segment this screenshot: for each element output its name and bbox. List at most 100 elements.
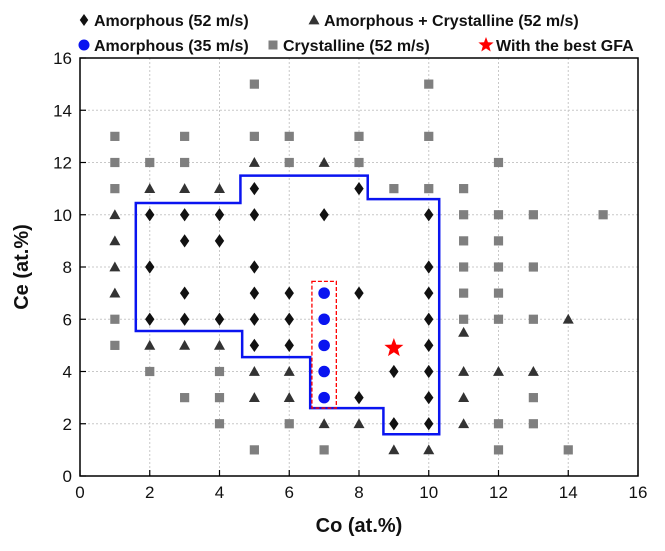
point-square [424, 184, 434, 194]
legend-label: Amorphous (52 m/s) [94, 13, 249, 30]
point-diamond [145, 312, 155, 326]
point-square [249, 131, 259, 141]
point-diamond [424, 417, 434, 431]
low-speed-region-outline [311, 280, 337, 409]
point-square [110, 184, 120, 194]
x-tick-label: 16 [629, 483, 648, 502]
y-tick-label: 10 [53, 206, 72, 225]
point-circle [318, 313, 330, 326]
y-tick-label: 16 [53, 49, 72, 68]
point-square [493, 288, 504, 298]
legend-label: Amorphous (35 m/s) [94, 38, 249, 55]
x-tick-label: 8 [354, 483, 363, 502]
point-triangle [458, 418, 470, 429]
point-triangle [214, 339, 225, 350]
x-tick-label: 2 [145, 483, 154, 502]
point-diamond [179, 234, 190, 248]
point-square [145, 366, 155, 377]
y-tick-label: 0 [63, 467, 72, 486]
y-axis-label: Ce (at.%) [11, 224, 33, 310]
point-triangle [353, 418, 365, 429]
point-diamond [354, 182, 364, 196]
point-triangle [318, 418, 330, 429]
point-triangle [527, 366, 539, 376]
y-tick-label: 14 [53, 101, 72, 120]
point-triangle [318, 157, 330, 167]
point-diamond [249, 260, 260, 274]
point-square [528, 393, 538, 403]
point-diamond [214, 312, 225, 326]
point-diamond [249, 208, 260, 222]
point-square [249, 445, 259, 455]
point-square [563, 445, 573, 455]
point-triangle [283, 392, 295, 403]
y-tick-label: 4 [63, 363, 72, 382]
data-points [109, 79, 608, 455]
point-square [459, 288, 469, 298]
y-tick-label: 8 [63, 258, 72, 277]
point-square [214, 366, 225, 377]
point-diamond [424, 286, 434, 300]
point-square [110, 340, 120, 350]
point-triangle [144, 183, 156, 194]
point-square [424, 131, 434, 141]
point-square [145, 157, 155, 168]
point-square [354, 157, 364, 168]
point-triangle [283, 366, 295, 376]
point-diamond [424, 312, 434, 326]
point-triangle [423, 444, 435, 455]
point-circle [318, 365, 330, 378]
x-tick-label: 10 [419, 483, 438, 502]
point-square [180, 131, 190, 141]
point-circle [318, 391, 330, 404]
point-square [180, 393, 190, 403]
point-square [214, 419, 225, 429]
legend-marker-square [268, 40, 278, 50]
point-square [459, 236, 469, 246]
point-triangle [179, 339, 191, 350]
point-square [459, 262, 469, 272]
point-square [493, 314, 504, 324]
point-square [528, 210, 538, 220]
point-triangle [109, 235, 121, 246]
axis-ticks: 0 2 4 6 8 10 12 14 16 0 2 4 6 8 10 12 14 16 [53, 49, 647, 502]
legend-marker-diamond [79, 14, 89, 26]
point-diamond [179, 286, 190, 300]
point-triangle [458, 392, 470, 403]
glass-forming-region-outline [134, 174, 441, 436]
point-square [110, 131, 120, 141]
point-square [389, 184, 399, 194]
point-square [214, 393, 225, 403]
y-tick-label: 6 [63, 310, 72, 329]
point-diamond [424, 260, 434, 274]
point-triangle [144, 339, 156, 350]
point-square [110, 157, 120, 168]
point-circle [318, 339, 330, 352]
point-diamond [389, 364, 399, 379]
x-tick-label: 12 [489, 483, 508, 502]
point-square [459, 184, 469, 194]
x-tick-label: 6 [285, 483, 294, 502]
point-triangle [109, 209, 121, 220]
legend-label: With the best GFA [496, 38, 634, 55]
point-diamond [424, 338, 434, 352]
x-axis-label: Co (at.%) [316, 515, 403, 537]
y-tick-label: 2 [63, 415, 72, 434]
point-triangle [388, 444, 400, 455]
point-square [528, 262, 538, 272]
point-square [528, 419, 538, 429]
point-square [459, 210, 469, 220]
point-square [528, 314, 538, 324]
point-square [493, 157, 504, 168]
point-triangle [458, 326, 470, 337]
point-square [284, 131, 294, 141]
point-square [180, 157, 190, 168]
point-square [110, 314, 120, 324]
point-square [424, 79, 434, 89]
point-square [459, 314, 469, 324]
point-triangle [562, 313, 574, 324]
point-diamond [284, 312, 294, 326]
composition-regions [134, 174, 441, 436]
point-diamond [424, 391, 434, 405]
